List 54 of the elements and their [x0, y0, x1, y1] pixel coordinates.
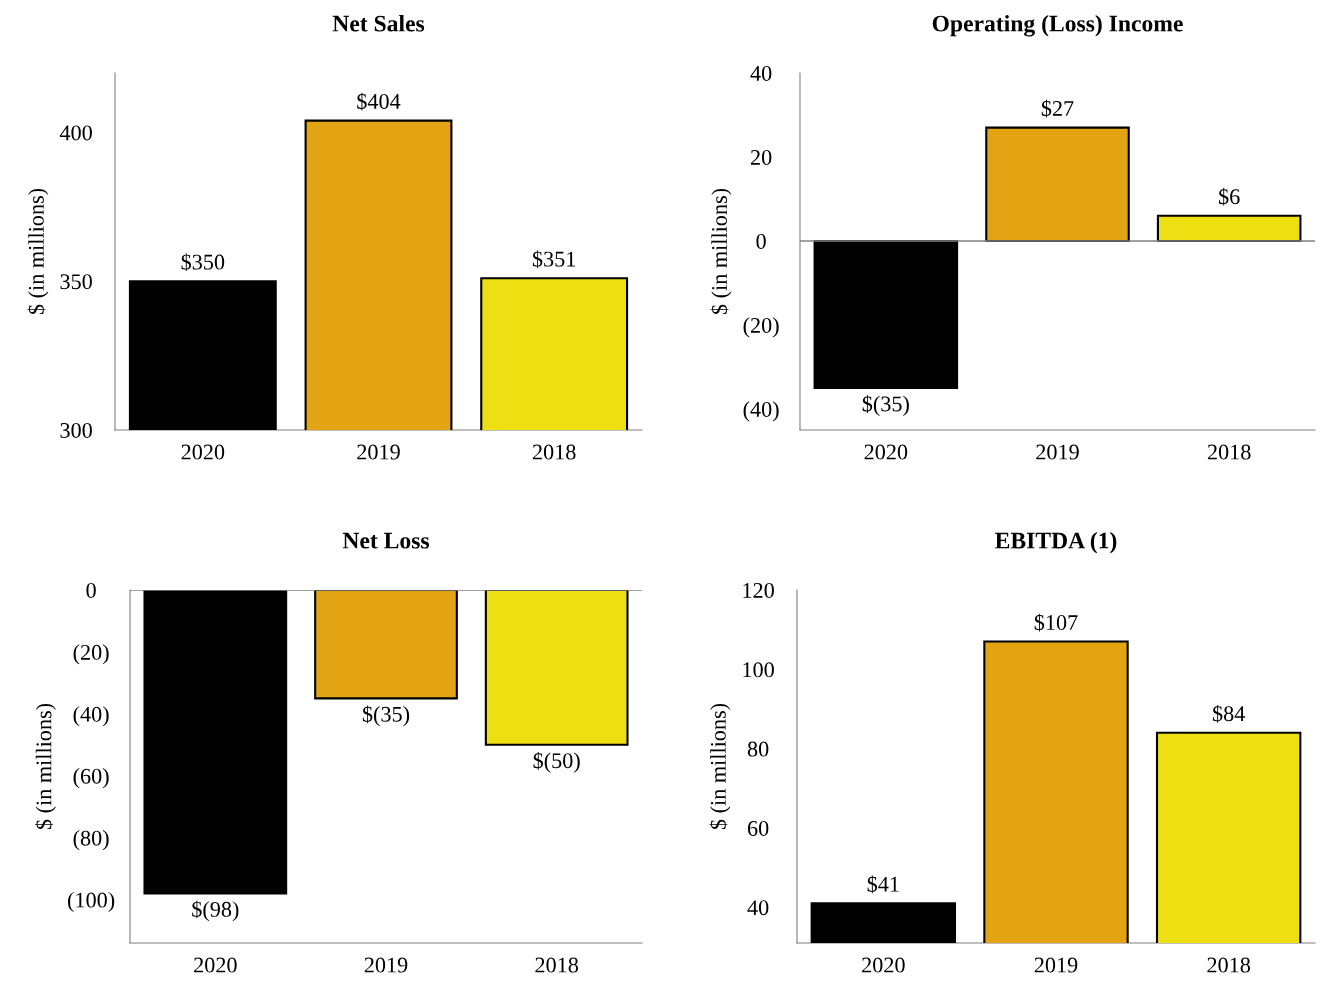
- data-label: $84: [1212, 704, 1245, 723]
- x-tick-label: 2019: [364, 957, 408, 973]
- y-tick-label: 40: [747, 900, 769, 916]
- data-label: $404: [357, 92, 401, 111]
- y-axis-title: $ (in millions): [35, 703, 56, 830]
- y-tick-label: 120: [743, 582, 774, 598]
- x-tick-label: 2019: [357, 444, 400, 460]
- y-tick-label: 300: [60, 422, 92, 438]
- x-tick-label: 2019: [1034, 957, 1078, 973]
- data-label: $351: [532, 250, 576, 269]
- y-tick-label: (20): [73, 644, 109, 665]
- chart-title: Operating (Loss) Income: [932, 14, 1183, 37]
- x-tick-label: 2020: [864, 444, 908, 460]
- y-tick-label: (20): [743, 317, 779, 338]
- data-label: $350: [181, 253, 225, 272]
- y-axis-title: $ (in millions): [710, 188, 732, 315]
- y-tick-label: 100: [743, 662, 774, 678]
- x-tick-label: 2018: [1207, 957, 1251, 973]
- y-tick-label: 20: [750, 149, 772, 165]
- y-tick-label: (40): [743, 401, 779, 422]
- y-axis-title: $ (in millions): [27, 188, 49, 315]
- y-axis-title: $ (in millions): [709, 703, 731, 830]
- data-label: $(50): [533, 751, 580, 773]
- data-label: $27: [1041, 99, 1074, 118]
- chart-title: EBITDA (1): [995, 531, 1117, 554]
- y-tick-label: 0: [86, 582, 96, 598]
- x-tick-label: 2018: [535, 957, 579, 973]
- y-tick-label: 400: [59, 125, 92, 141]
- y-tick-label: (100): [68, 891, 115, 913]
- bar: [985, 126, 1130, 243]
- x-tick-label: 2020: [862, 957, 905, 973]
- y-tick-label: 80: [747, 741, 769, 757]
- y-tick-label: (40): [73, 706, 109, 727]
- data-label: $(35): [362, 705, 410, 727]
- chart-title: Net Loss: [342, 532, 430, 549]
- bar: [813, 239, 959, 390]
- y-tick-label: 40: [750, 65, 772, 81]
- bar: [1156, 214, 1302, 243]
- x-tick-label: 2020: [181, 444, 225, 460]
- data-label: $41: [867, 875, 899, 894]
- y-tick-label: (60): [73, 768, 109, 789]
- chart-title: Net Sales: [332, 14, 425, 32]
- y-tick-label: (80): [73, 830, 109, 851]
- data-label: $(98): [192, 900, 239, 922]
- data-label: $(35): [862, 395, 909, 416]
- x-tick-label: 2018: [532, 444, 576, 460]
- x-tick-label: 2020: [194, 957, 237, 973]
- y-tick-label: 60: [747, 820, 769, 836]
- data-label: $107: [1034, 613, 1078, 632]
- x-tick-label: 2018: [1207, 444, 1251, 460]
- x-tick-label: 2019: [1036, 444, 1079, 460]
- y-tick-label: 0: [756, 233, 766, 249]
- data-label: $6: [1219, 187, 1240, 206]
- y-tick-label: 350: [60, 274, 92, 290]
